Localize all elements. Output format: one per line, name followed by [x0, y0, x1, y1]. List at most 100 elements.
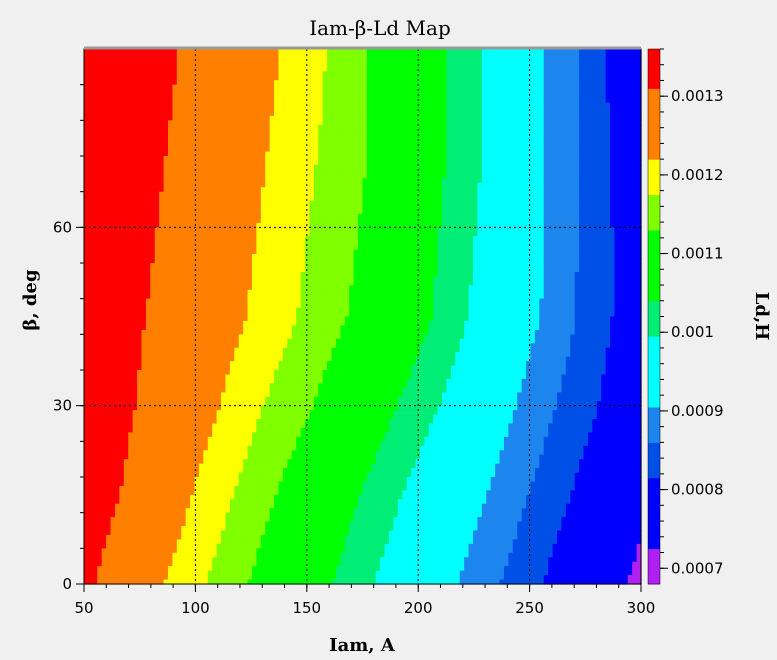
contour-cell: [97, 259, 102, 264]
contour-cell: [256, 539, 261, 544]
contour-cell: [243, 388, 248, 393]
contour-cell: [159, 201, 164, 206]
contour-cell: [155, 428, 160, 433]
contour-cell: [172, 169, 177, 174]
contour-cell: [111, 94, 116, 99]
contour-cell: [261, 76, 266, 81]
contour-cell: [256, 415, 261, 420]
contour-cell: [221, 317, 226, 322]
contour-cell: [199, 490, 204, 495]
contour-cell: [252, 432, 257, 437]
contour-cell: [239, 267, 244, 272]
contour-cell: [141, 299, 146, 304]
contour-cell: [88, 459, 93, 464]
contour-cell: [225, 432, 230, 437]
contour-cell: [186, 62, 191, 67]
contour-cell: [186, 267, 191, 272]
contour-cell: [217, 160, 222, 165]
contour-cell: [248, 450, 253, 455]
contour-cell: [234, 388, 239, 393]
contour-cell: [225, 281, 230, 286]
contour-cell: [186, 490, 191, 495]
contour-cell: [172, 308, 177, 313]
contour-cell: [111, 143, 116, 148]
contour-cell: [133, 62, 138, 67]
contour-cell: [93, 383, 98, 388]
contour-cell: [137, 477, 142, 482]
contour-cell: [230, 357, 235, 362]
contour-cell: [146, 205, 151, 210]
contour-cell: [124, 388, 129, 393]
contour-cell: [141, 406, 146, 411]
contour-cell: [93, 432, 98, 437]
contour-cell: [137, 201, 142, 206]
contour-cell: [243, 325, 248, 330]
contour-cell: [106, 174, 111, 179]
contour-cell: [261, 272, 266, 277]
contour-cell: [146, 517, 151, 522]
contour-cell: [248, 174, 253, 179]
contour-cell: [256, 504, 261, 509]
contour-cell: [133, 406, 138, 411]
contour-cell: [115, 134, 120, 139]
contour-cell: [225, 562, 230, 567]
contour-cell: [137, 129, 142, 134]
contour-cell: [111, 205, 116, 210]
contour-cell: [141, 303, 146, 308]
contour-cell: [106, 71, 111, 76]
contour-cell: [177, 374, 182, 379]
contour-cell: [252, 473, 257, 478]
contour-cell: [186, 85, 191, 90]
contour-cell: [225, 299, 230, 304]
contour-fill: [84, 49, 642, 585]
contour-cell: [239, 299, 244, 304]
contour-cell: [124, 267, 129, 272]
contour-cell: [172, 218, 177, 223]
contour-cell: [159, 259, 164, 264]
contour-cell: [217, 468, 222, 473]
contour-cell: [221, 94, 226, 99]
contour-cell: [181, 513, 186, 518]
contour-cell: [97, 129, 102, 134]
contour-cell: [119, 236, 124, 241]
contour-cell: [203, 468, 208, 473]
contour-cell: [181, 250, 186, 255]
contour-cell: [172, 259, 177, 264]
contour-cell: [88, 267, 93, 272]
contour-cell: [88, 406, 93, 411]
contour-cell: [88, 49, 93, 54]
contour-cell: [208, 406, 213, 411]
contour-cell: [234, 374, 239, 379]
contour-cell: [181, 147, 186, 152]
contour-cell: [102, 424, 107, 429]
contour-cell: [217, 111, 222, 116]
contour-cell: [141, 531, 146, 536]
contour-cell: [119, 152, 124, 157]
contour-cell: [225, 357, 230, 362]
contour-cell: [212, 424, 217, 429]
contour-cell: [115, 263, 120, 268]
contour-cell: [141, 53, 146, 58]
contour-cell: [230, 392, 235, 397]
contour-cell: [84, 138, 89, 143]
contour-cell: [164, 205, 169, 210]
contour-cell: [133, 383, 138, 388]
contour-cell: [93, 201, 98, 206]
contour-cell: [119, 459, 124, 464]
contour-cell: [186, 174, 191, 179]
contour-cell: [106, 406, 111, 411]
contour-cell: [199, 62, 204, 67]
contour-cell: [199, 71, 204, 76]
contour-cell: [261, 410, 266, 415]
contour-cell: [221, 85, 226, 90]
contour-cell: [124, 290, 129, 295]
contour-cell: [159, 477, 164, 482]
contour-cell: [212, 388, 217, 393]
contour-cell: [141, 571, 146, 576]
contour-cell: [102, 513, 107, 518]
contour-cell: [119, 446, 124, 451]
contour-cell: [146, 553, 151, 558]
contour-cell: [177, 152, 182, 157]
contour-cell: [168, 138, 173, 143]
contour-cell: [208, 129, 213, 134]
